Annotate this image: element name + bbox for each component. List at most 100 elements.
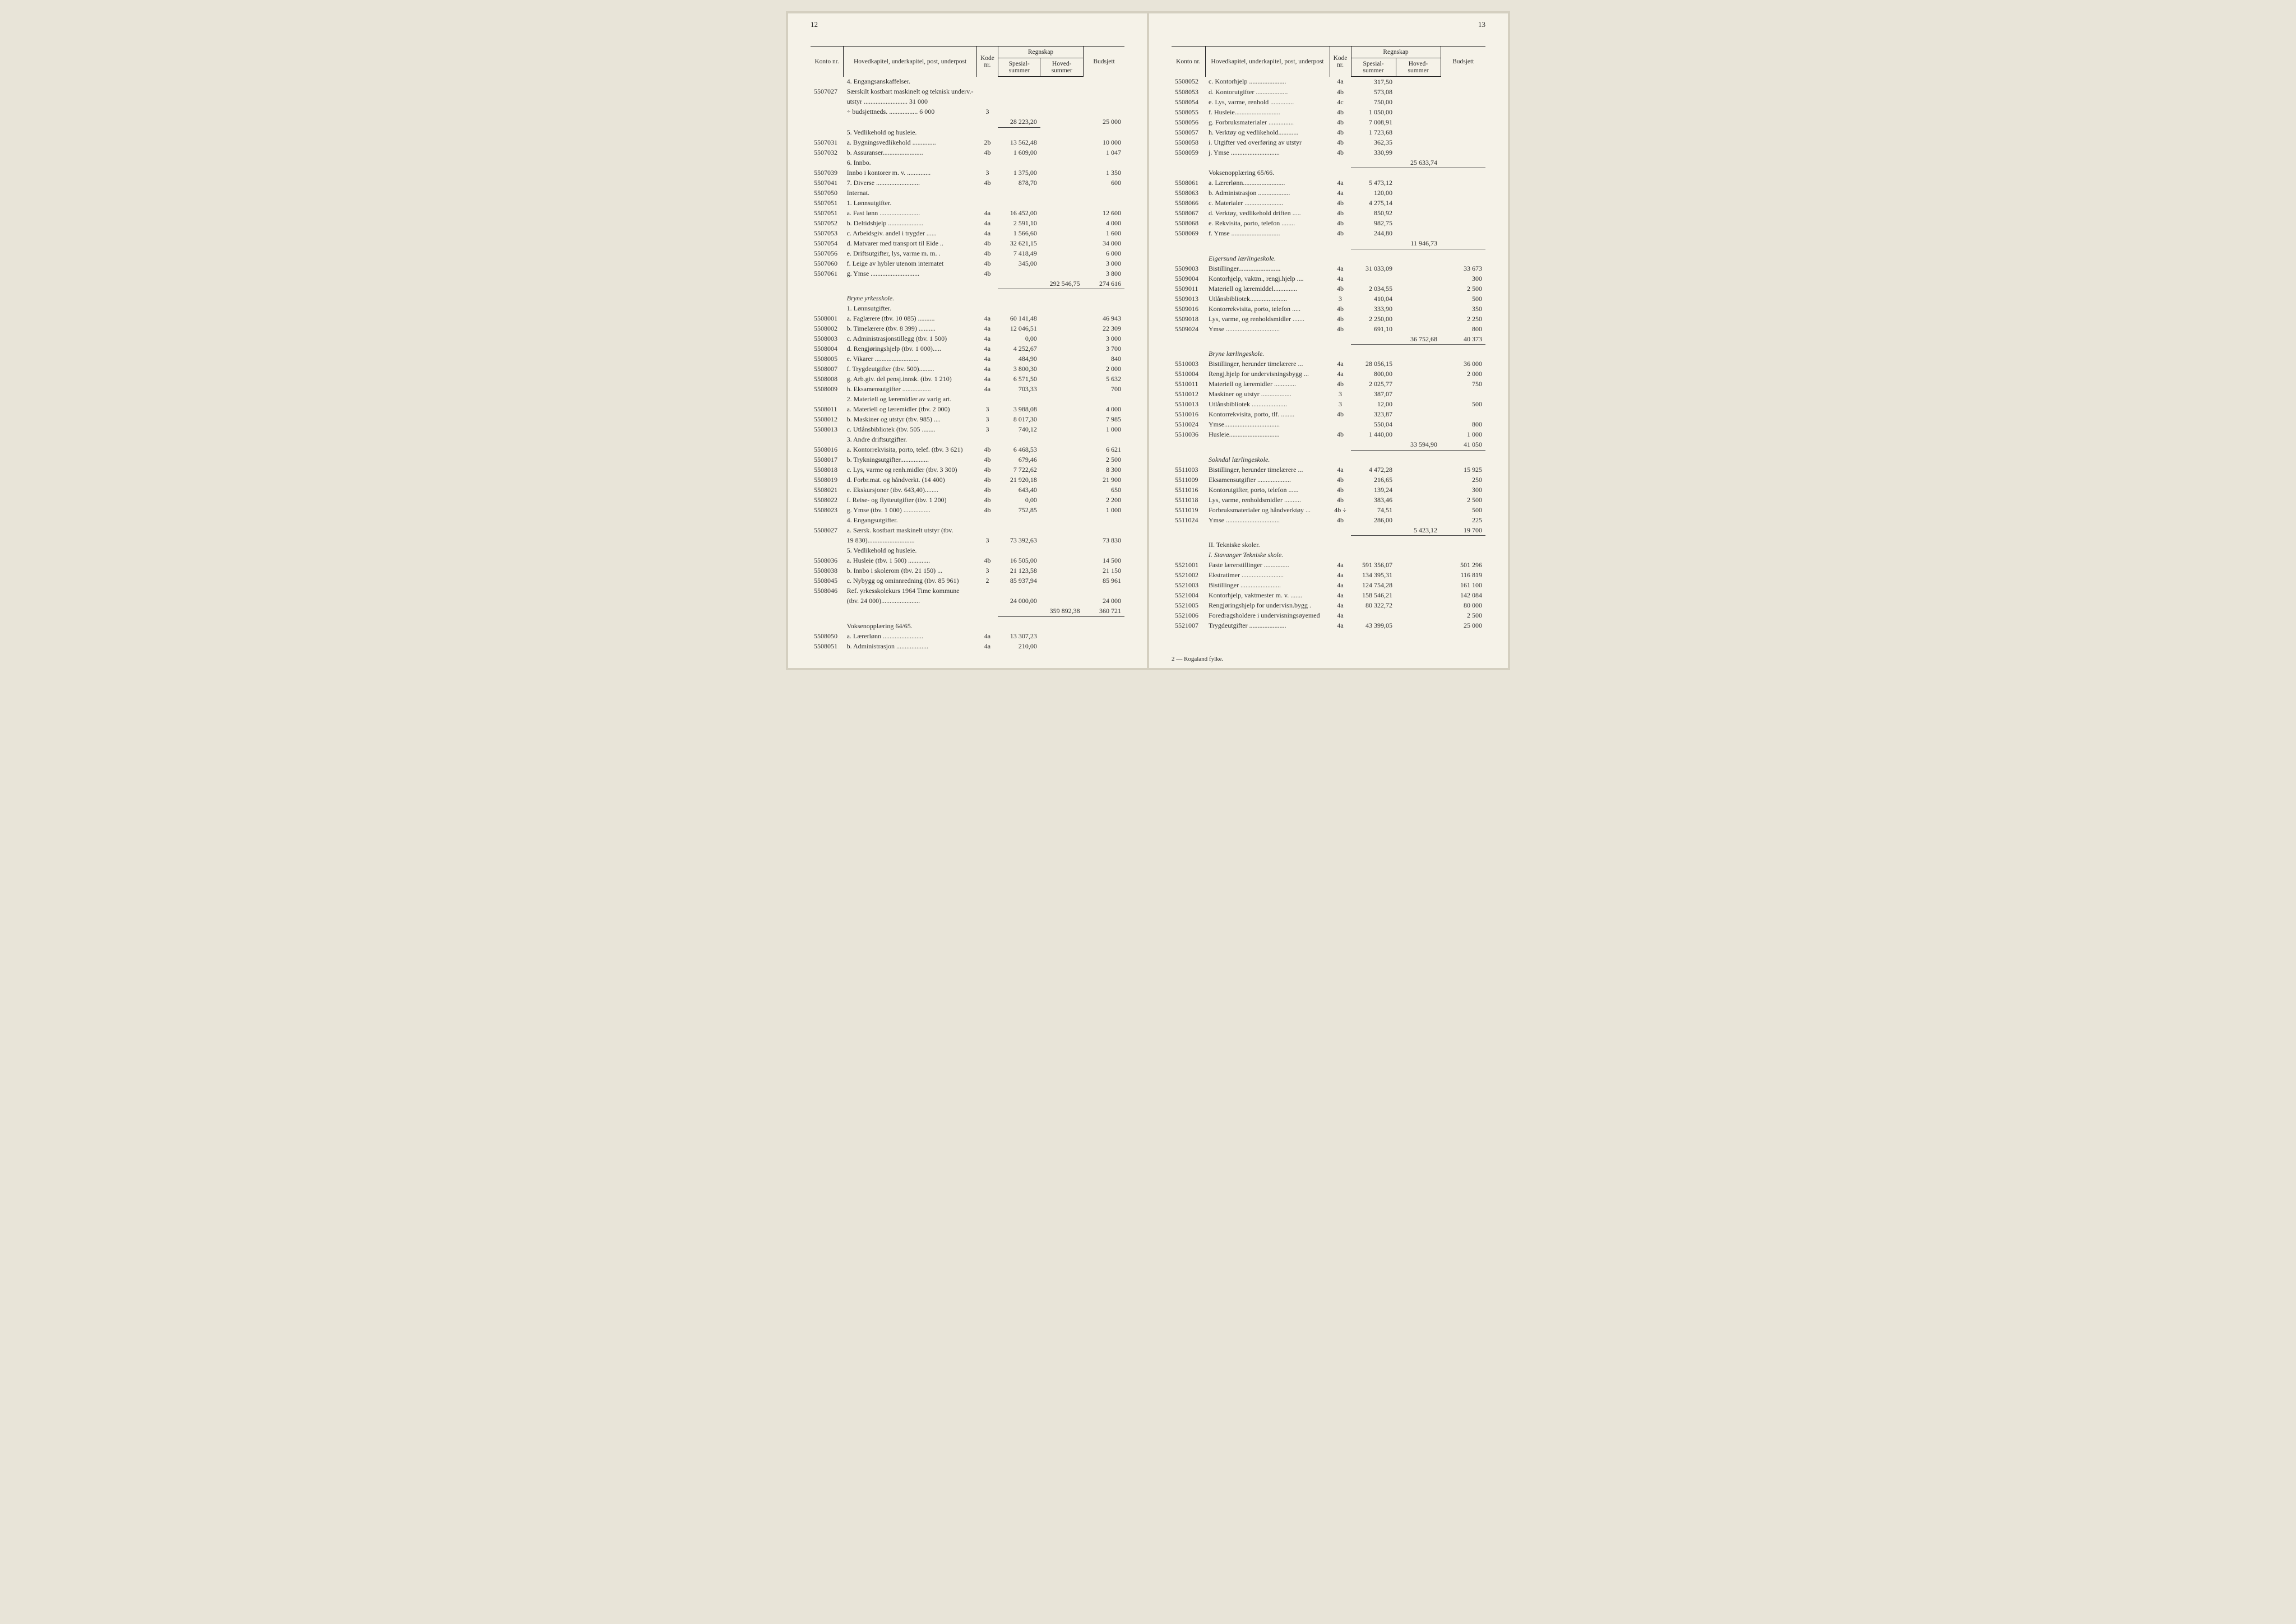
cell-hovedsum (1396, 389, 1441, 400)
cell-budsjett (1084, 546, 1124, 556)
cell-hovedsum (1040, 445, 1084, 455)
cell-desc: Voksenopplæring 65/66. (1205, 168, 1330, 178)
cell-desc: Ref. yrkesskolekurs 1964 Time kommune (844, 586, 977, 596)
table-row: 3. Andre driftsutgifter. (811, 435, 1124, 445)
cell-budsjett: 250 (1441, 475, 1485, 485)
cell-hovedsum (1396, 188, 1441, 198)
cell-kode (1330, 239, 1351, 249)
cell-kode: 4b (977, 178, 998, 188)
cell-hovedsum (1040, 566, 1084, 576)
cell-spesial: 13 562,48 (998, 137, 1040, 147)
cell-hovedsum (1040, 374, 1084, 384)
table-row: 5511018Lys, varme, renholdsmidler ......… (1172, 495, 1485, 505)
table-row: 5 423,1219 700 (1172, 525, 1485, 536)
cell-desc: Ymse ................................ (1205, 324, 1330, 334)
cell-konto (1172, 168, 1205, 178)
cell-desc: e. Driftsutgifter, lys, varme m. m. . (844, 248, 977, 258)
table-row: Voksenopplæring 65/66. (1172, 168, 1485, 178)
cell-spesial (998, 268, 1040, 279)
cell-konto: 5507051 (811, 208, 844, 218)
cell-desc: Bistillinger ........................ (1205, 581, 1330, 591)
cell-konto: 5507041 (811, 178, 844, 188)
cell-konto: 5507051 (811, 198, 844, 208)
cell-budsjett: 274 616 (1084, 279, 1124, 289)
cell-desc: Utlånsbibliotek...................... (1205, 294, 1330, 304)
table-row: 5. Vedlikehold og husleie. (811, 127, 1124, 137)
cell-kode: 4a (1330, 263, 1351, 273)
cell-hovedsum (1396, 198, 1441, 208)
cell-spesial: 158 546,21 (1351, 591, 1396, 601)
cell-spesial (998, 294, 1040, 304)
cell-spesial: 4 275,14 (1351, 198, 1396, 208)
cell-hovedsum (1396, 87, 1441, 97)
table-row: 25 633,74 (1172, 157, 1485, 168)
cell-desc: Eksamensutgifter .................... (1205, 475, 1330, 485)
table-row: 5508007f. Trygdeutgifter (tbv. 500).....… (811, 364, 1124, 374)
cell-kode: 4a (1330, 465, 1351, 475)
table-header: Konto nr. Hovedkapitel, underkapitel, po… (811, 47, 1124, 77)
cell-konto (1172, 540, 1205, 550)
cell-kode: 3 (977, 107, 998, 117)
cell-konto: 5510024 (1172, 420, 1205, 430)
table-row: 5509016Kontorrekvisita, porto, telefon .… (1172, 304, 1485, 314)
cell-kode: 4a (1330, 570, 1351, 581)
cell-desc: Bryne yrkesskole. (844, 294, 977, 304)
table-row: 5511016Kontorutgifter, porto, telefon ..… (1172, 485, 1485, 495)
cell-desc: c. Kontorhjelp ...................... (1205, 77, 1330, 87)
cell-desc: f. Husleie........................... (1205, 107, 1330, 117)
cell-konto (811, 516, 844, 526)
cell-konto (811, 279, 844, 289)
cell-budsjett: 2 500 (1084, 455, 1124, 465)
cell-budsjett (1441, 410, 1485, 420)
cell-spesial (998, 526, 1040, 536)
cell-budsjett: 41 050 (1441, 440, 1485, 451)
cell-konto (811, 117, 844, 128)
cell-spesial: 3 800,30 (998, 364, 1040, 374)
cell-hovedsum (1396, 359, 1441, 369)
cell-desc: II. Tekniske skoler. (1205, 540, 1330, 550)
cell-budsjett (1084, 97, 1124, 107)
cell-konto: 5507052 (811, 218, 844, 228)
cell-hovedsum (1396, 127, 1441, 137)
cell-hovedsum (1396, 117, 1441, 127)
cell-budsjett (1441, 540, 1485, 550)
cell-konto: 5509003 (1172, 263, 1205, 273)
cell-desc (1205, 157, 1330, 168)
cell-desc: Kontorhjelp, vaktmester m. v. ....... (1205, 591, 1330, 601)
table-row: 5510024Ymse.............................… (1172, 420, 1485, 430)
cell-hovedsum (1396, 505, 1441, 515)
cell-spesial: 387,07 (1351, 389, 1396, 400)
cell-desc: 5. Vedlikehold og husleie. (844, 546, 977, 556)
cell-spesial: 484,90 (998, 354, 1040, 364)
cell-spesial: 410,04 (1351, 294, 1396, 304)
cell-kode: 4b (1330, 229, 1351, 239)
table-row: 5521001Faste lærerstillinger ...........… (1172, 560, 1485, 570)
cell-hovedsum (1396, 611, 1441, 621)
cell-kode (977, 188, 998, 198)
table-row (1172, 249, 1485, 253)
cell-kode: 4b (977, 495, 998, 505)
cell-desc: Forbruksmaterialer og håndverktøy ... (1205, 505, 1330, 515)
cell-desc: Materiell og læremiddel.............. (1205, 284, 1330, 294)
cell-kode (977, 77, 998, 87)
cell-desc: c. Materialer ....................... (1205, 198, 1330, 208)
table-row (811, 616, 1124, 621)
cell-kode: 4b (1330, 117, 1351, 127)
table-row: 6. Innbo. (811, 157, 1124, 168)
cell-hovedsum (1040, 294, 1084, 304)
table-row: 5511019Forbruksmaterialer og håndverktøy… (1172, 505, 1485, 515)
cell-kode (1330, 540, 1351, 550)
cell-kode: 4a (1330, 188, 1351, 198)
cell-kode: 4a (1330, 611, 1351, 621)
cell-hovedsum (1040, 238, 1084, 248)
cell-spesial: 16 452,00 (998, 208, 1040, 218)
cell-hovedsum (1396, 137, 1441, 147)
ledger-table-left: Konto nr. Hovedkapitel, underkapitel, po… (811, 46, 1124, 651)
cell-desc: f. Reise- og flytteutgifter (tbv. 1 200) (844, 495, 977, 505)
cell-hovedsum (1040, 485, 1084, 495)
cell-budsjett: 2 500 (1441, 611, 1485, 621)
cell-desc: 1. Lønnsutgifter. (844, 198, 977, 208)
cell-spesial: 124 754,28 (1351, 581, 1396, 591)
table-row: 33 594,9041 050 (1172, 440, 1485, 451)
cell-desc: d. Verktøy, vedlikehold driften ..... (1205, 208, 1330, 219)
